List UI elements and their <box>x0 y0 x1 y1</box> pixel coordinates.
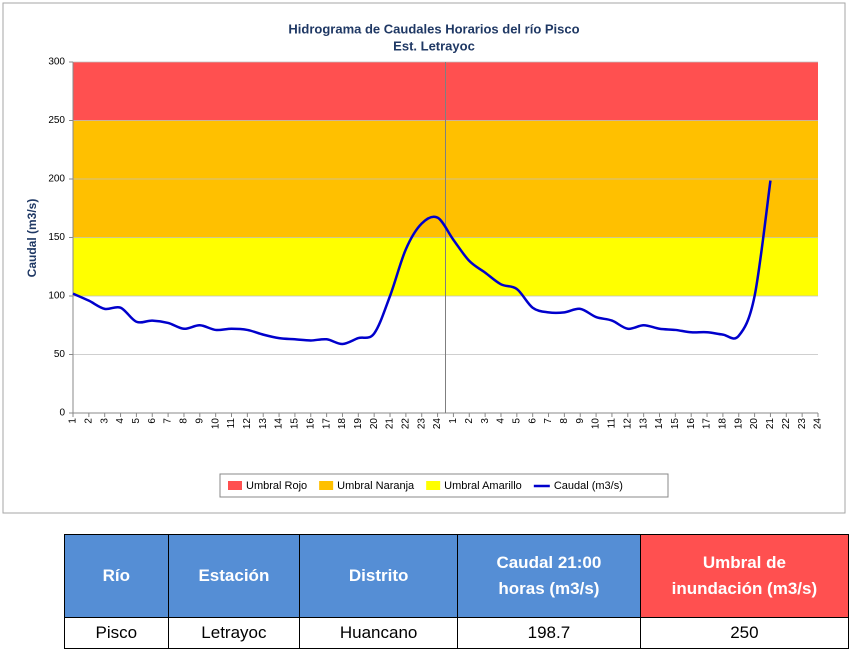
y-tick-label: 150 <box>48 232 65 243</box>
x-tick-label: 2 <box>464 418 475 424</box>
x-tick-label: 13 <box>638 418 649 430</box>
x-tick-label: 19 <box>353 418 364 430</box>
x-tick-label: 8 <box>179 418 190 424</box>
x-tick-label: 6 <box>527 418 538 424</box>
legend-label: Umbral Amarillo <box>444 480 522 492</box>
data-line <box>72 180 772 346</box>
table-cell: 198.7 <box>457 617 641 649</box>
x-tick-label: 15 <box>670 418 681 430</box>
x-tick-label: 1 <box>448 418 459 424</box>
table-cell: Huancano <box>299 617 458 649</box>
x-tick-label: 21 <box>765 418 776 430</box>
x-tick-label: 8 <box>559 418 570 424</box>
x-tick-label: 16 <box>305 418 316 430</box>
table-header: Umbral de inundación (m3/s) <box>639 534 849 618</box>
x-tick-label: 14 <box>654 418 665 430</box>
x-tick-label: 19 <box>733 418 744 430</box>
legend <box>219 473 669 498</box>
x-tick-label: 10 <box>210 418 221 430</box>
table-cell: Pisco <box>64 617 169 649</box>
x-tick-label: 14 <box>274 418 285 430</box>
x-tick-label: 13 <box>258 418 269 430</box>
x-tick-label: 18 <box>718 418 729 430</box>
x-tick-label: 7 <box>163 418 174 424</box>
x-tick-label: 12 <box>622 418 633 430</box>
x-tick-label: 22 <box>401 418 412 430</box>
table-header: Río <box>64 534 169 618</box>
x-tick-label: 3 <box>99 418 110 424</box>
x-tick-label: 4 <box>496 418 507 424</box>
x-tick-label: 5 <box>511 418 522 424</box>
x-tick-label: 1 <box>68 418 79 424</box>
x-tick-label: 17 <box>321 418 332 430</box>
x-tick-label: 2 <box>83 418 94 424</box>
y-tick-label: 200 <box>48 174 65 185</box>
x-tick-label: 24 <box>813 418 824 430</box>
y-tick-label: 50 <box>54 349 66 360</box>
legend-label: Umbral Rojo <box>246 480 307 492</box>
x-tick-label: 21 <box>385 418 396 430</box>
legend-label: Caudal (m3/s) <box>554 480 623 492</box>
chart-title: Hidrograma de Caudales Horarios del río … <box>288 21 579 36</box>
legend-swatch <box>319 481 334 490</box>
y-tick-label: 100 <box>48 291 65 302</box>
x-tick-label: 16 <box>686 418 697 430</box>
legend-swatch <box>426 481 441 490</box>
x-tick-label: 4 <box>115 418 126 424</box>
legend-label: Umbral Naranja <box>337 480 415 492</box>
chart-subtitle: Est. Letrayoc <box>393 38 475 53</box>
x-tick-label: 15 <box>290 418 301 430</box>
chart: Hidrograma de Caudales Horarios del río … <box>2 2 846 514</box>
x-tick-label: 11 <box>607 418 618 429</box>
table-header: Distrito <box>299 534 458 618</box>
x-tick-label: 5 <box>131 418 142 424</box>
y-tick-label: 250 <box>48 115 65 126</box>
y-tick-label: 300 <box>48 57 65 68</box>
x-tick-label: 20 <box>369 418 380 430</box>
x-tick-label: 22 <box>781 418 792 430</box>
x-tick-label: 7 <box>543 418 554 424</box>
table-header: Caudal 21:00 horas (m3/s) <box>457 534 641 618</box>
x-tick-label: 17 <box>702 418 713 430</box>
x-tick-label: 24 <box>432 418 443 430</box>
x-tick-label: 3 <box>480 418 491 424</box>
x-tick-label: 9 <box>194 418 205 424</box>
y-tick-label: 0 <box>59 408 65 419</box>
table-cell: 250 <box>639 617 849 649</box>
x-tick-label: 11 <box>226 418 237 429</box>
x-tick-label: 10 <box>591 418 602 430</box>
data-table: Río Estación Distrito Caudal 21:00 horas… <box>64 534 849 649</box>
x-tick-label: 9 <box>575 418 586 424</box>
x-tick-label: 23 <box>797 418 808 430</box>
x-tick-label: 23 <box>416 418 427 430</box>
table-header: Estación <box>167 534 301 618</box>
table-cell: Letrayoc <box>167 617 301 649</box>
x-tick-label: 6 <box>147 418 158 424</box>
y-axis-label: Caudal (m3/s) <box>25 199 39 278</box>
x-tick-label: 18 <box>337 418 348 430</box>
x-tick-label: 12 <box>242 418 253 430</box>
legend-swatch <box>228 481 242 490</box>
x-tick-label: 20 <box>749 418 760 430</box>
